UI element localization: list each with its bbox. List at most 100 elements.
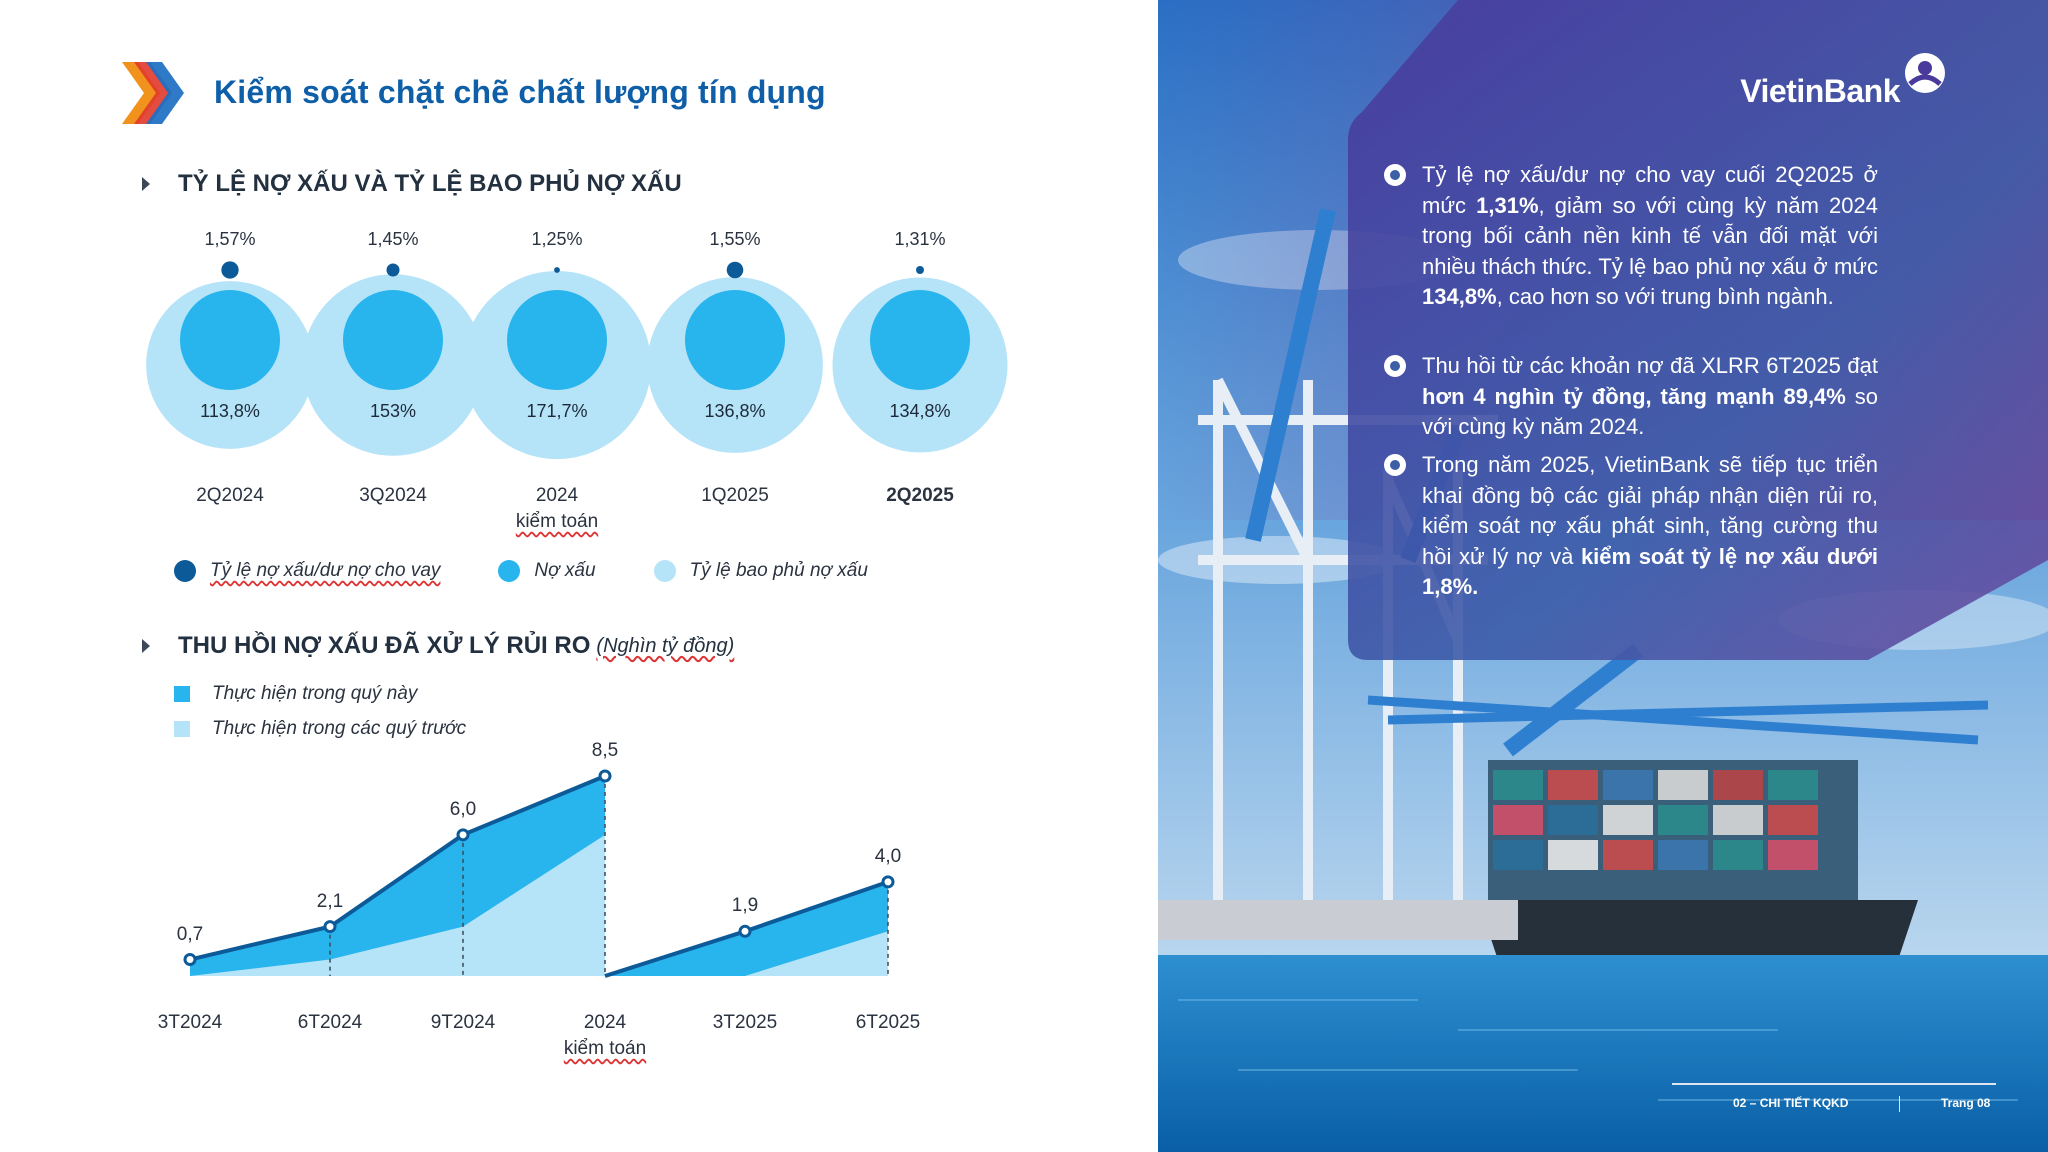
period-sublabel: kiểm toán [515, 511, 599, 532]
section-heading-npl-text: TỶ LỆ NỢ XẤU VÀ TỶ LỆ BAO PHỦ NỢ XẤU [178, 170, 682, 197]
value-label: 6,0 [449, 798, 477, 820]
legend-item-npl-ratio: Tỷ lệ nợ xấu/dư nợ cho vay [174, 560, 440, 582]
npl-bubble [507, 290, 607, 390]
npl-ratio-dot [221, 261, 239, 279]
period-label: 3T2024 [157, 1012, 223, 1033]
period-label: 3T2025 [712, 1012, 778, 1033]
key-point-highlight: kiểm soát tỷ lệ nợ xấu dưới 1,8%. [1422, 543, 1879, 600]
key-point-segment: Tỷ lệ nợ xấu/dư nợ cho vay cuối 2Q2025 ở… [1422, 162, 1878, 218]
chevron-arrows-icon [122, 62, 184, 124]
logo-text: VietinBank [1740, 73, 1900, 109]
npl-ratio-dot [554, 267, 560, 273]
footer-section: 02 – CHI TIẾT KQKD [1733, 1096, 1849, 1110]
value-label: 8,5 [591, 740, 619, 761]
legend-swatch [174, 686, 190, 702]
npl-ratio-label: 1,57% [204, 229, 256, 249]
npl-ratio-dot [916, 266, 924, 274]
key-point-segment: Trong năm 2025, VietinBank sẽ tiếp tục t… [1422, 452, 1878, 569]
npl-ratio-label: 1,25% [531, 229, 583, 249]
value-label: 4,0 [874, 845, 902, 867]
npl-ratio-dot [726, 261, 744, 279]
data-point [881, 875, 895, 889]
key-point-highlight: 134,8% [1422, 284, 1497, 309]
area-this-quarter [605, 881, 888, 976]
coverage-label: 171,7% [526, 401, 588, 421]
section-heading-npl: TỶ LỆ NỢ XẤU VÀ TỶ LỆ BAO PHỦ NỢ XẤU [142, 170, 682, 198]
legend-label: Nợ xấu [534, 560, 596, 581]
footer-divider [1672, 1083, 1996, 1085]
key-point-text: Tỷ lệ nợ xấu/dư nợ cho vay cuối 2Q2025 ở… [1422, 160, 1878, 313]
period-label: 6T2025 [855, 1012, 921, 1033]
data-point [738, 924, 752, 938]
key-point-segment: , giảm so với cùng kỳ năm 2024 trong bối… [1422, 192, 1879, 279]
key-point-segment: , cao hơn so với trung bình ngành. [1496, 284, 1834, 309]
legend-label: Tỷ lệ bao phủ nợ xấu [689, 560, 868, 581]
data-point [456, 828, 470, 842]
npl-bubble [180, 290, 280, 390]
legend-item-coverage: Tỷ lệ bao phủ nợ xấu [653, 560, 868, 582]
npl-bubble [343, 290, 443, 390]
bullet-circle-icon [1384, 355, 1406, 377]
period-label: 2Q2024 [196, 485, 264, 506]
coverage-label: 113,8% [200, 401, 260, 421]
total-line [189, 774, 606, 962]
npl-legend: Tỷ lệ nợ xấu/dư nợ cho vay Nợ xấu Tỷ lệ … [174, 560, 926, 582]
legend-item-npl: Nợ xấu [498, 560, 596, 582]
legend-swatch [174, 560, 196, 582]
title-row: Kiểm soát chặt chẽ chất lượng tín dụng [120, 58, 826, 128]
period-label: 2024 kiểm toán [487, 483, 627, 535]
data-point [323, 920, 337, 934]
legend-label: Thực hiện trong các quý trước [212, 718, 467, 739]
period-label: 3Q2024 [359, 485, 427, 506]
legend-swatch [174, 721, 190, 737]
key-point-highlight: hơn 4 nghìn tỷ đồng, tăng mạnh 89,4% [1422, 383, 1846, 409]
npl-ratio-label: 1,45% [367, 229, 419, 249]
key-point-text: Thu hồi từ các khoản nợ đã XLRR 6T2025 đ… [1422, 351, 1878, 443]
legend-item-this-quarter: Thực hiện trong quý này [174, 683, 417, 705]
footer-separator [1899, 1096, 1900, 1112]
bullet-circle-icon [1384, 164, 1406, 186]
vietinbank-emblem-icon [1905, 53, 1945, 93]
key-point-highlight: 1,31% [1476, 192, 1539, 218]
period-label: 6T2024 [297, 1012, 363, 1033]
triangle-bullet-icon [142, 177, 150, 191]
period-label: 2Q2025 [886, 485, 954, 506]
page-title: Kiểm soát chặt chẽ chất lượng tín dụng [214, 74, 826, 110]
footer-page: Trang 08 [1941, 1096, 1991, 1110]
bullet-circle-icon [1384, 454, 1406, 476]
data-point [598, 769, 612, 783]
section-heading-recovery: THU HỒI NỢ XẤU ĐÃ XỬ LÝ RỦI RO (Nghìn tỷ… [142, 632, 734, 660]
legend-item-previous-quarters: Thực hiện trong các quý trước [174, 718, 466, 740]
charts-canvas [146, 261, 1008, 978]
value-label: 1,9 [731, 895, 759, 917]
period-label: 9T2024 [430, 1012, 496, 1033]
section-heading-recovery-text: THU HỒI NỢ XẤU ĐÃ XỬ LÝ RỦI RO [178, 632, 591, 659]
period-label: 1Q2025 [701, 485, 769, 506]
period-sublabel: kiểm toán [563, 1038, 647, 1059]
area-previous-quarters [190, 834, 605, 976]
triangle-bullet-icon [142, 639, 150, 653]
port-photo-illustration [1158, 0, 2048, 1152]
legend-label: Thực hiện trong quý này [212, 683, 418, 704]
right-panel: VietinBank [1158, 0, 2048, 1152]
coverage-label: 136,8% [704, 401, 766, 421]
period-label: 2024 kiểm toán [535, 1010, 675, 1062]
npl-bubble [685, 290, 785, 390]
value-label: 0,7 [176, 923, 204, 945]
data-point [183, 953, 197, 967]
legend-label: Tỷ lệ nợ xấu/dư nợ cho vay [210, 560, 441, 581]
key-point-segment: Thu hồi từ các khoản nợ đã XLRR 6T2025 đ… [1422, 353, 1878, 378]
coverage-label: 153% [369, 401, 417, 421]
npl-bubble [870, 290, 970, 390]
legend-swatch [498, 560, 521, 582]
left-panel: Kiểm soát chặt chẽ chất lượng tín dụng T… [120, 58, 1008, 1062]
coverage-label: 134,8% [889, 401, 951, 421]
npl-ratio-dot [386, 263, 400, 277]
vietinbank-logo: VietinBank [1740, 50, 1948, 110]
key-point-text: Trong năm 2025, VietinBank sẽ tiếp tục t… [1422, 450, 1878, 603]
section-heading-unit: (Nghìn tỷ đồng) [596, 634, 735, 657]
npl-ratio-label: 1,55% [709, 229, 761, 249]
area-previous-quarters [605, 931, 888, 976]
value-label: 2,1 [316, 890, 344, 912]
